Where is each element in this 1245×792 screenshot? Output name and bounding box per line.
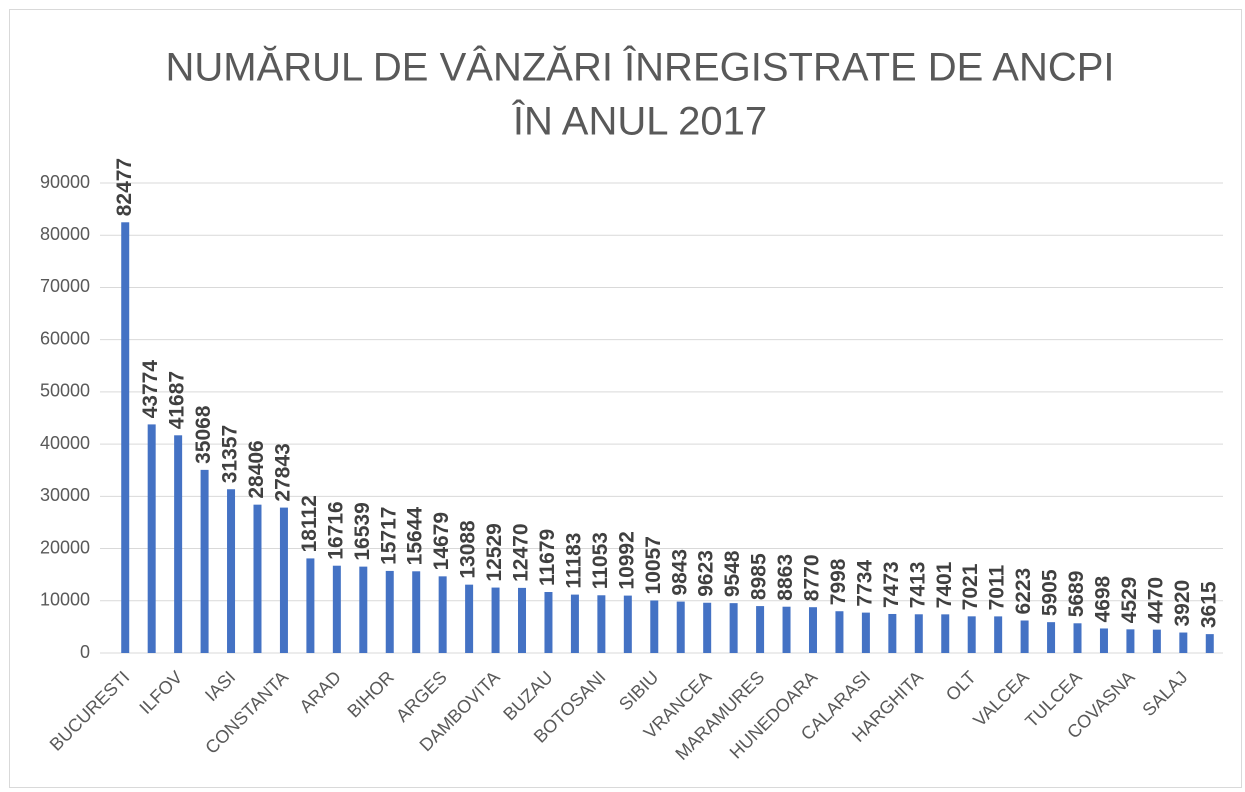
value-label: 7473	[880, 561, 903, 608]
bar	[835, 611, 844, 653]
bar	[385, 570, 394, 653]
value-label: 11053	[589, 532, 612, 589]
value-label: 4529	[1118, 577, 1141, 624]
bar	[650, 600, 659, 653]
bar	[1205, 634, 1214, 653]
bar	[861, 612, 870, 653]
bar	[570, 594, 579, 653]
y-tick-label: 0	[80, 642, 90, 662]
value-label: 6223	[1012, 568, 1035, 615]
bar	[782, 606, 791, 653]
value-label: 27843	[271, 443, 294, 501]
value-label: 15644	[404, 507, 427, 566]
bar	[1179, 632, 1188, 653]
bar	[147, 424, 156, 653]
bar	[703, 602, 712, 653]
bar	[227, 489, 236, 653]
bar	[518, 587, 527, 653]
chart-title: NUMĂRUL DE VÂNZĂRI ÎNREGISTRATE DE ANCPI	[165, 45, 1114, 90]
bar	[465, 584, 474, 653]
bar	[597, 595, 606, 653]
value-label: 14679	[430, 512, 453, 570]
value-label: 12529	[483, 523, 506, 581]
value-label: 43774	[139, 360, 162, 419]
y-tick-label: 30000	[40, 485, 90, 505]
bar	[1020, 620, 1029, 653]
y-tick-label: 60000	[40, 328, 90, 348]
bar	[1073, 623, 1082, 653]
value-label: 5905	[1039, 569, 1062, 616]
value-label: 3920	[1171, 580, 1194, 627]
value-label: 10057	[642, 536, 665, 594]
bar	[1126, 629, 1135, 653]
value-label: 5689	[1065, 571, 1088, 618]
value-label: 13088	[457, 520, 480, 579]
value-label: 3615	[1197, 581, 1220, 628]
value-label: 41687	[166, 371, 189, 429]
bar	[756, 606, 765, 653]
bar	[729, 603, 738, 653]
value-label: 7734	[853, 560, 876, 607]
value-label: 8985	[748, 553, 771, 600]
value-label: 11183	[562, 533, 585, 589]
value-label: 7998	[827, 558, 850, 605]
y-tick-label: 80000	[40, 224, 90, 244]
bar	[1099, 628, 1108, 653]
bar	[332, 565, 341, 653]
bar	[279, 507, 288, 653]
y-tick-label: 40000	[40, 433, 90, 453]
y-tick-label: 10000	[40, 590, 90, 610]
value-label: 12470	[510, 523, 533, 581]
bar	[967, 616, 976, 653]
value-label: 16539	[351, 502, 374, 560]
value-label: 8863	[774, 554, 797, 601]
value-label: 7021	[959, 563, 982, 610]
bar	[1047, 622, 1056, 653]
value-label: 10992	[615, 531, 638, 589]
value-label: 7011	[986, 565, 1009, 611]
value-label: 11679	[536, 529, 559, 586]
bar	[412, 571, 421, 653]
bar	[438, 576, 447, 653]
value-label: 7413	[906, 562, 929, 609]
value-label: 15717	[377, 507, 400, 565]
bar	[306, 558, 315, 653]
bar	[1152, 629, 1161, 653]
value-label: 8770	[801, 554, 824, 601]
y-tick-label: 50000	[40, 381, 90, 401]
value-label: 18112	[298, 495, 321, 552]
bar	[994, 616, 1003, 653]
value-label: 28406	[245, 440, 268, 498]
chart-border	[9, 9, 1242, 788]
value-label: 31357	[219, 425, 242, 483]
bar	[941, 614, 950, 653]
value-label: 4698	[1092, 575, 1115, 622]
bar	[544, 592, 553, 653]
y-tick-label: 20000	[40, 537, 90, 557]
bar	[121, 222, 130, 653]
bar	[200, 469, 209, 653]
bar	[914, 614, 923, 653]
value-label: 35068	[192, 405, 215, 464]
bar	[174, 435, 183, 653]
bar	[888, 613, 897, 653]
value-label: 7401	[933, 561, 956, 608]
value-label: 4470	[1144, 577, 1167, 624]
value-label: 9548	[721, 550, 744, 597]
bar	[623, 595, 632, 653]
y-tick-label: 90000	[40, 172, 90, 192]
value-label: 16716	[324, 501, 347, 559]
value-label: 9623	[695, 550, 718, 597]
bar	[676, 601, 685, 653]
bar	[359, 566, 368, 653]
value-label: 9843	[668, 549, 691, 596]
bar	[491, 587, 500, 653]
y-tick-label: 70000	[40, 276, 90, 296]
bar	[253, 504, 262, 653]
chart-title: ÎN ANUL 2017	[512, 99, 767, 144]
bar	[808, 607, 817, 653]
value-label: 82477	[113, 158, 136, 216]
